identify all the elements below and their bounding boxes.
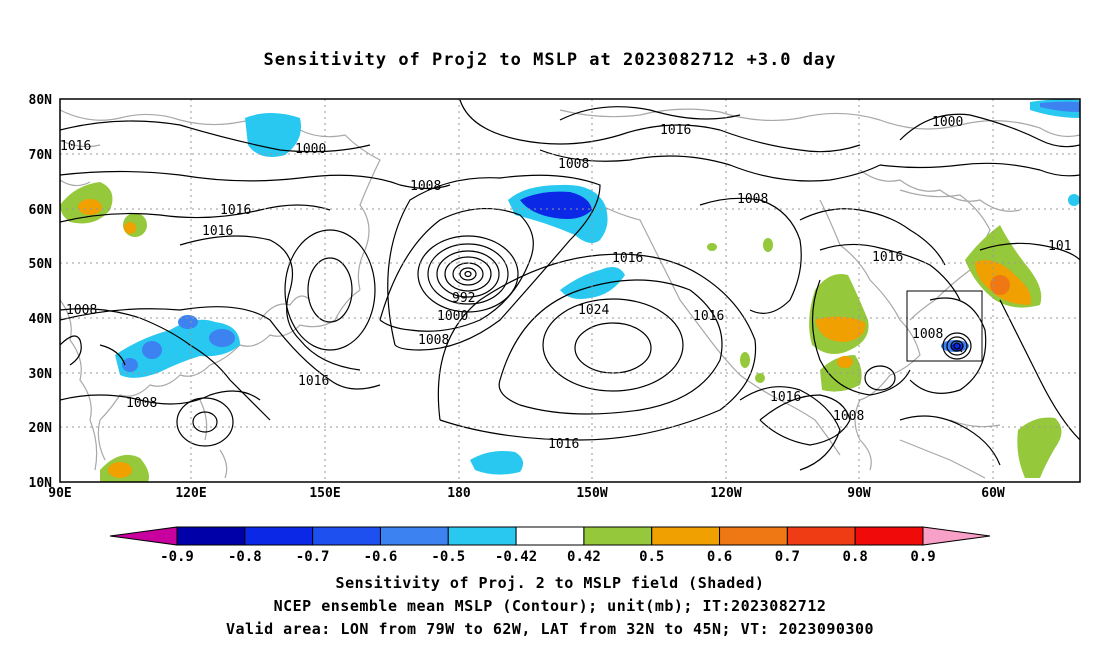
colorbar-label: 0.8 [843,549,868,565]
colorbar-swatch [109,526,178,546]
lat-tick-label: 30N [29,367,53,382]
contour-label: 1008 [558,157,589,172]
contour-label: 1008 [833,409,864,424]
mslp-contours [60,99,1080,471]
contour-label: 1016 [202,224,233,239]
contour-label: 992 [452,291,475,306]
contour-label: 1016 [298,374,329,389]
colorbar: -0.9 -0.8 -0.7 -0.6 -0.5 -0.42 0.42 0.5 0.6 0.7 0.… [109,526,991,565]
contour-label: 1008 [410,179,441,194]
colorbar-swatch [447,526,517,546]
colorbar-swatch [922,526,991,546]
contour-label: 1016 [693,309,724,324]
lat-tick-label: 70N [29,148,53,163]
colorbar-swatch [651,526,721,546]
contour-label: 1016 [872,250,903,265]
lon-tick-label: 90E [48,486,71,501]
contour-label: 1000 [295,142,326,157]
lat-tick-label: 50N [29,257,53,272]
caption-line-2: NCEP ensemble mean MSLP (Contour); unit(… [273,597,827,615]
contour-label: 1008 [66,303,97,318]
colorbar-label: -0.7 [296,549,330,565]
contour-label: 1008 [418,333,449,348]
colorbar-swatch [719,526,788,546]
colorbar-swatch [176,526,246,546]
colorbar-label: -0.9 [160,549,194,565]
contour-labels: 1016 1000 1016 1008 1000 1008 1016 1016 … [60,115,1071,452]
contour-label: 1016 [612,251,643,266]
lon-tick-label: 150E [309,486,340,501]
valid-area-box [906,290,983,362]
colorbar-label: -0.6 [364,549,398,565]
colorbar-label: -0.5 [431,549,465,565]
contour-label: 1008 [912,327,943,342]
contour-label: 1016 [770,390,801,405]
lon-tick-label: 120W [710,486,741,501]
lat-tick-label: 40N [29,312,53,327]
colorbar-label: 0.5 [639,549,664,565]
lat-tick-label: 20N [29,421,53,436]
lon-tick-label: 120E [175,486,206,501]
colorbar-label: 0.6 [707,549,732,565]
colorbar-swatch [515,526,585,546]
lat-axis: 80N 70N 60N 50N 40N 30N 20N 10N [29,93,53,491]
colorbar-swatch [583,526,653,546]
contour-label: 101 [1048,239,1071,254]
colorbar-label: -0.8 [228,549,262,565]
lon-tick-label: 90W [847,486,871,501]
colorbar-swatch [786,526,856,546]
colorbar-label: -0.42 [495,549,537,565]
contour-label: 1000 [932,115,963,130]
contour-label: 1008 [126,396,157,411]
lon-tick-label: 150W [576,486,607,501]
sensitivity-shading [60,99,1080,482]
map-layers [60,99,1080,482]
colorbar-swatch [854,526,924,546]
colorbar-label: 0.7 [775,549,800,565]
plot-frame [59,98,1081,483]
contour-label: 1016 [548,437,579,452]
caption-line-3: Valid area: LON from 79W to 62W, LAT fro… [225,620,875,638]
chart-title: Sensitivity of Proj2 to MSLP at 20230827… [263,50,837,70]
lon-axis: 90E 120E 150E 180 150W 120W 90W 60W [48,486,1005,501]
contour-label: 1000 [437,309,468,324]
contour-label: 1016 [220,203,251,218]
caption-line-1: Sensitivity of Proj. 2 to MSLP field (Sh… [335,574,765,592]
contour-label: 1008 [737,192,768,207]
colorbar-label: 0.42 [567,549,601,565]
contour-label: 1016 [60,139,91,154]
lat-tick-label: 60N [29,203,53,218]
colorbar-swatch [312,526,381,546]
lon-tick-label: 180 [447,486,471,501]
lat-tick-label: 10N [29,476,53,491]
colorbar-swatch [379,526,449,546]
gridlines [60,99,1080,482]
contour-label: 1024 [578,303,609,318]
lon-tick-label: 60W [981,486,1005,501]
lat-tick-label: 80N [29,93,53,108]
colorbar-swatch [244,526,314,546]
colorbar-label: 0.9 [910,549,935,565]
contour-label: 1016 [660,123,691,138]
